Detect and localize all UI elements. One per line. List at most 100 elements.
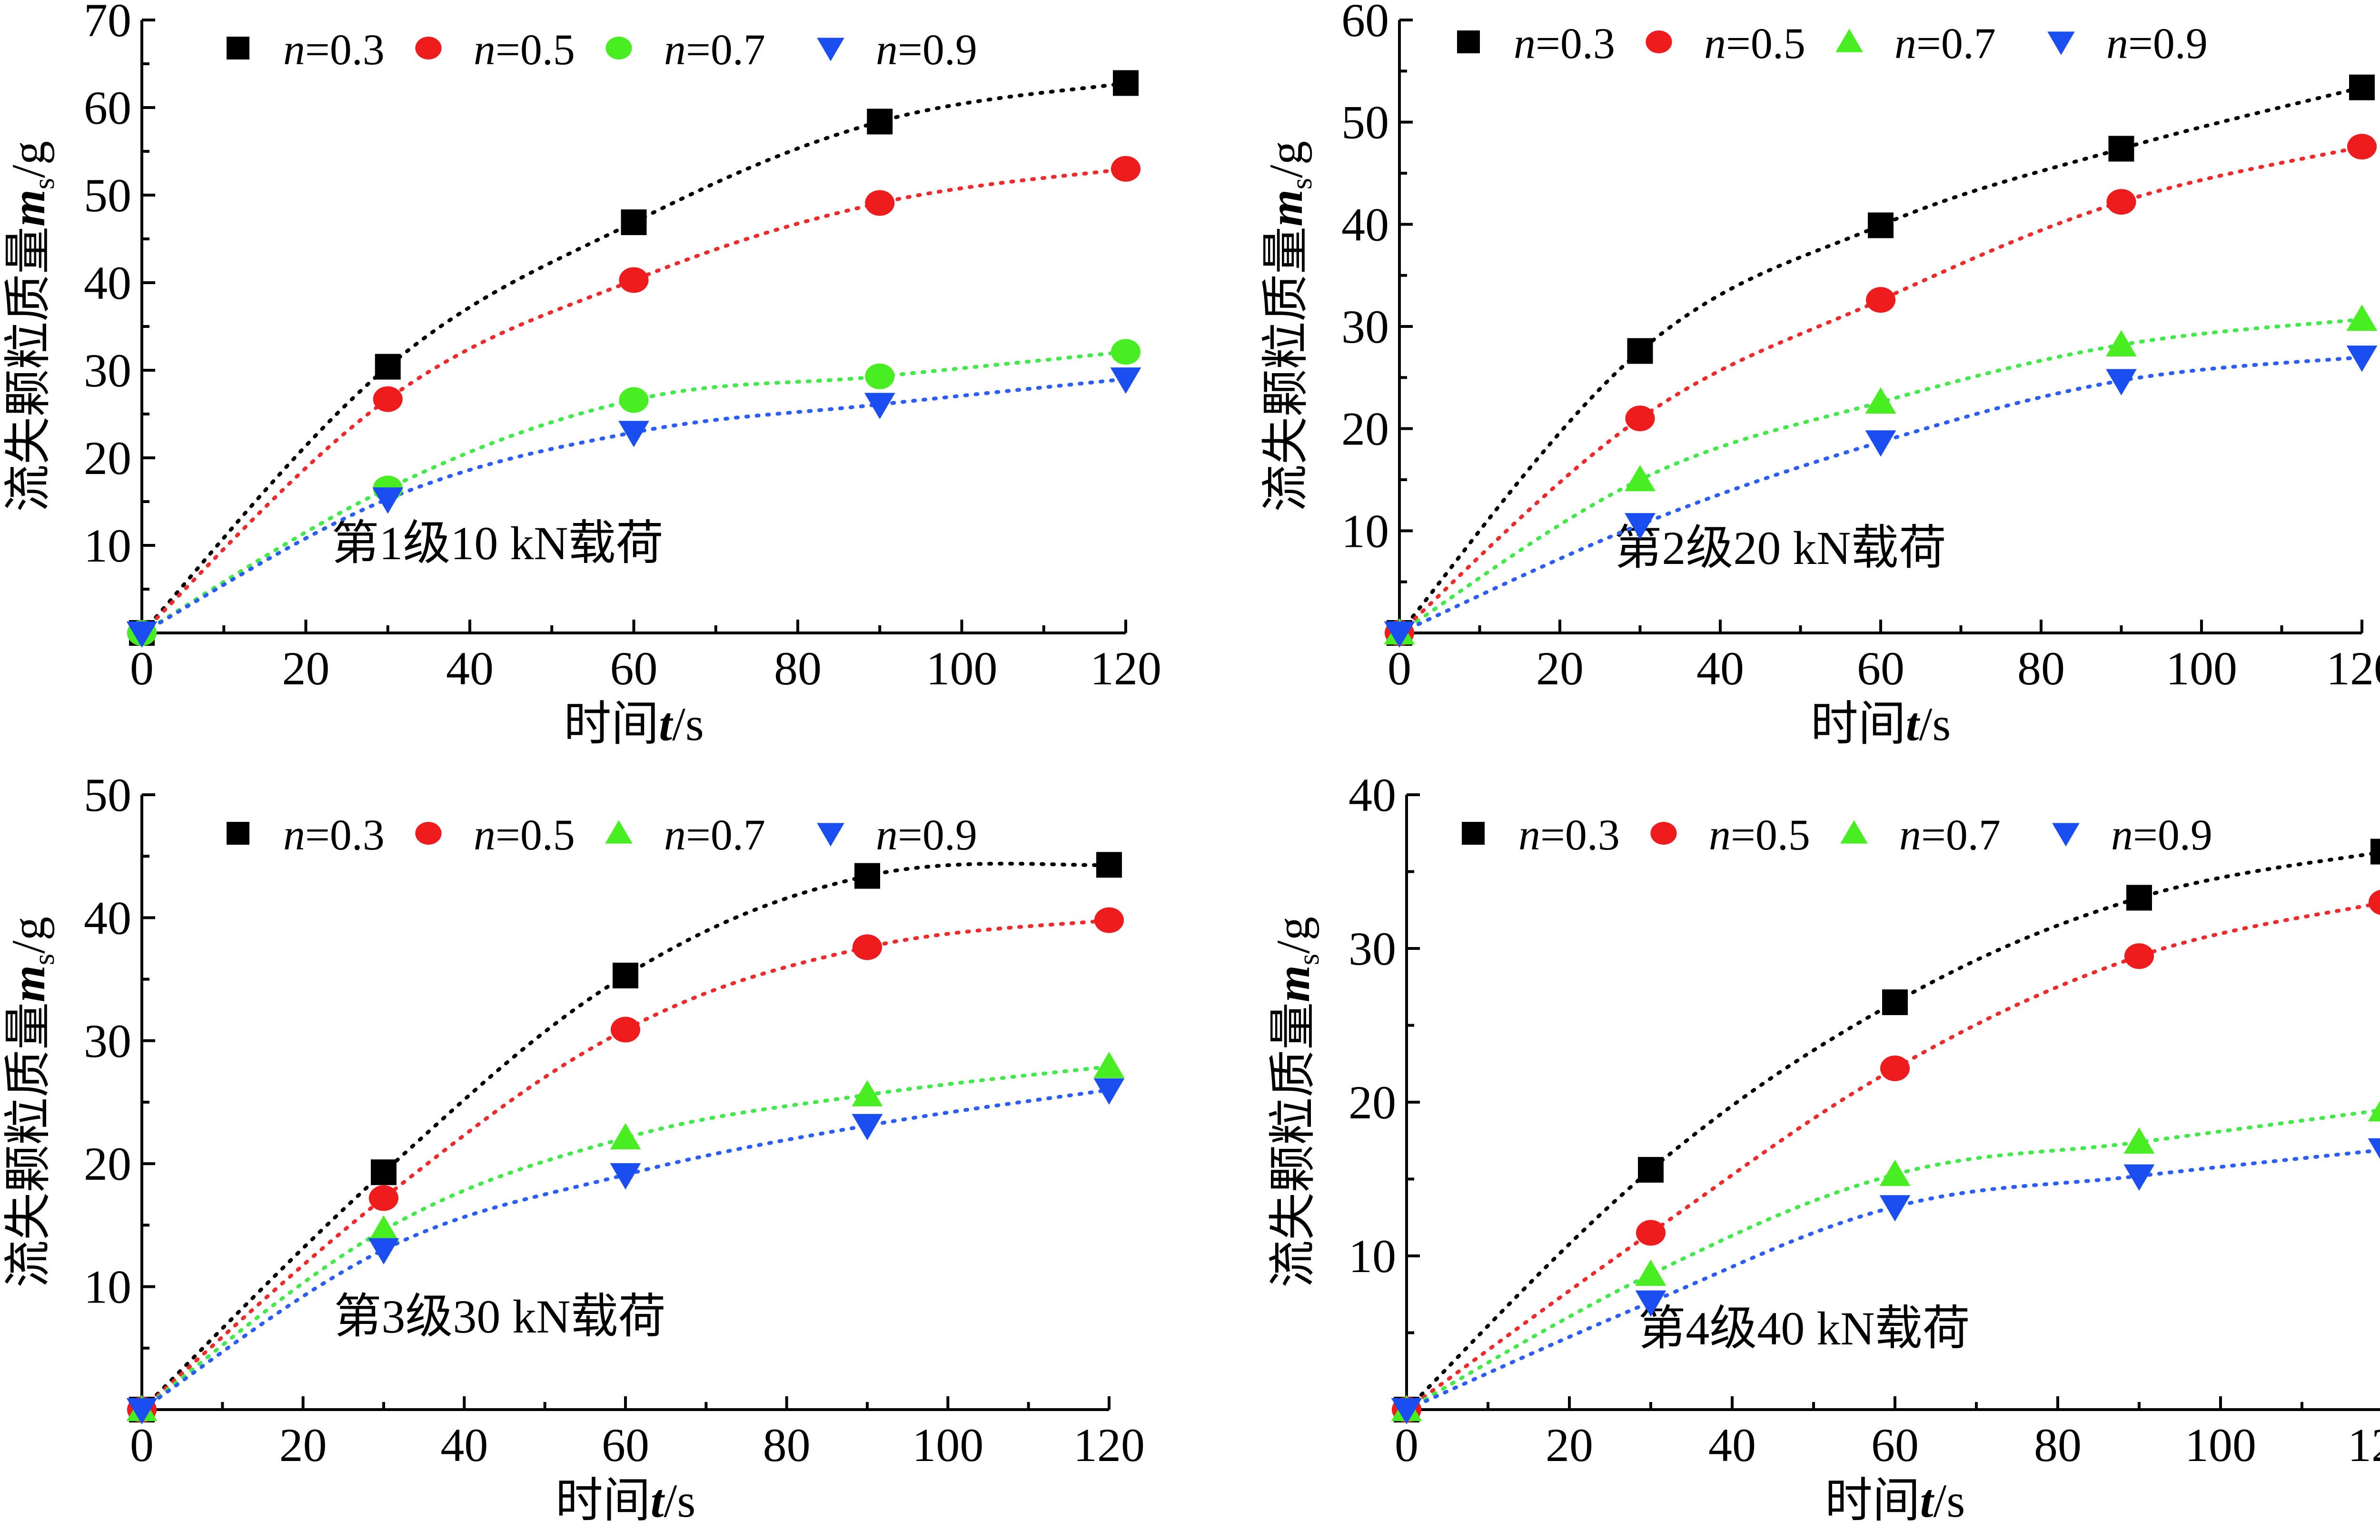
x-axis-label: 时间t/s [1811, 698, 1951, 750]
x-axis-label: 时间t/s [564, 698, 704, 750]
data-point-n05 [1880, 1055, 1910, 1081]
data-point-n03 [867, 109, 893, 135]
data-point-n05 [1625, 405, 1655, 432]
data-point-n05 [2347, 134, 2377, 160]
load-stage-annotation: 第4级40 kN载荷 [1638, 1302, 1970, 1355]
data-point-n05 [619, 267, 649, 293]
y-tick-label: 60 [1341, 0, 1389, 47]
data-point-n09 [1384, 621, 1415, 648]
legend-label: n=0.9 [876, 810, 977, 859]
x-tick-label: 80 [2017, 642, 2065, 695]
legend-item-n03: n=0.3 [1462, 810, 1620, 859]
x-tick-label: 0 [1388, 642, 1411, 695]
y-axis-label: 流失颗粒质量ms/g [1267, 917, 1325, 1288]
x-tick-label: 100 [912, 1419, 983, 1471]
x-tick-label: 0 [1395, 1419, 1418, 1471]
data-point-n09 [2368, 1138, 2380, 1159]
data-point-n07 [1111, 339, 1141, 365]
data-point-n07 [865, 363, 895, 389]
legend-marker-n07 [1835, 29, 1863, 52]
x-tick-label: 80 [774, 642, 822, 695]
data-point-n07 [1093, 1052, 1125, 1078]
y-tick-label: 20 [84, 432, 131, 484]
y-tick-label: 10 [1349, 1230, 1396, 1283]
legend-label: n=0.9 [2111, 810, 2212, 859]
legend-label: n=0.9 [876, 25, 977, 74]
data-point-n05 [2124, 943, 2154, 969]
y-tick-label: 50 [84, 169, 131, 222]
data-point-n07 [619, 387, 649, 413]
x-tick-label: 100 [2166, 642, 2237, 695]
legend-marker-n07 [605, 37, 632, 59]
data-point-n09 [2123, 1164, 2155, 1191]
data-point-n05 [865, 190, 895, 216]
legend-marker-n03 [227, 822, 249, 845]
fit-curve-n05 [1405, 901, 2380, 1412]
legend-item-n09: n=0.9 [817, 810, 977, 859]
data-point-n05 [610, 1017, 641, 1043]
legend-label: n=0.3 [283, 25, 385, 74]
x-tick-label: 120 [2348, 1419, 2380, 1471]
x-tick-label: 20 [1546, 1419, 1593, 1471]
x-tick-label: 0 [130, 642, 154, 695]
y-tick-label: 70 [84, 0, 131, 47]
x-axis-label: 时间t/s [555, 1474, 696, 1527]
data-point-n09 [372, 487, 404, 514]
legend-item-n07: n=0.7 [1840, 810, 2001, 859]
data-point-n07 [368, 1215, 399, 1242]
fit-curve-n07 [140, 1065, 1111, 1412]
fit-curve-n03 [140, 861, 1111, 1412]
data-point-n05 [1094, 907, 1124, 933]
data-point-n07 [2123, 1127, 2155, 1154]
legend-marker-n05 [415, 822, 442, 845]
legend-label: n=0.3 [1518, 810, 1620, 859]
data-point-n09 [864, 393, 895, 419]
legend-marker-n09 [817, 823, 844, 847]
x-tick-label: 20 [279, 1419, 327, 1471]
data-point-n09 [126, 1398, 158, 1425]
legend-label: n=0.5 [474, 25, 575, 74]
x-tick-label: 40 [1696, 642, 1744, 695]
data-point-n03 [1868, 212, 1894, 238]
data-point-n09 [1391, 1398, 1422, 1425]
data-point-n07 [2368, 1101, 2380, 1122]
legend-item-n09: n=0.9 [2047, 19, 2208, 68]
fit-curve-n09 [1405, 1148, 2380, 1412]
x-tick-label: 20 [1536, 642, 1584, 695]
legend-item-n07: n=0.7 [605, 810, 765, 859]
data-point-n09 [1865, 430, 1896, 457]
fit-curve-n09 [140, 1088, 1111, 1412]
legend-marker-n09 [2047, 31, 2075, 55]
x-tick-label: 120 [1073, 1419, 1145, 1471]
y-tick-label: 40 [1341, 198, 1389, 251]
data-point-n03 [854, 863, 880, 889]
x-tick-label: 100 [926, 642, 998, 695]
legend-marker-n09 [817, 38, 844, 61]
legend-label: n=0.7 [664, 25, 765, 74]
y-tick-label: 50 [84, 769, 131, 821]
legend-item-n05: n=0.5 [415, 810, 575, 859]
y-tick-label: 10 [84, 519, 131, 572]
data-point-n03 [1638, 1157, 1664, 1183]
legend-marker-n05 [1646, 30, 1672, 53]
legend-item-n05: n=0.5 [415, 25, 575, 74]
data-point-n09 [1110, 367, 1141, 394]
data-point-n03 [613, 962, 638, 988]
data-point-n09 [1093, 1078, 1125, 1105]
y-tick-label: 20 [84, 1137, 131, 1190]
data-point-n09 [2346, 346, 2378, 372]
x-tick-label: 120 [2326, 642, 2380, 695]
data-point-n03 [1627, 338, 1653, 364]
y-tick-label: 40 [84, 257, 131, 309]
legend-label: n=0.5 [1704, 19, 1805, 68]
legend-marker-n05 [1650, 822, 1677, 845]
legend-marker-n03 [1457, 30, 1480, 53]
legend-item-n03: n=0.3 [1457, 19, 1615, 68]
data-point-n07 [1625, 464, 1656, 492]
fit-curve-n05 [140, 918, 1111, 1412]
y-axis-label: 流失颗粒质量ms/g [1259, 141, 1318, 512]
data-point-n03 [2108, 136, 2134, 162]
x-tick-label: 60 [1857, 642, 1904, 695]
y-tick-label: 30 [1341, 300, 1389, 353]
